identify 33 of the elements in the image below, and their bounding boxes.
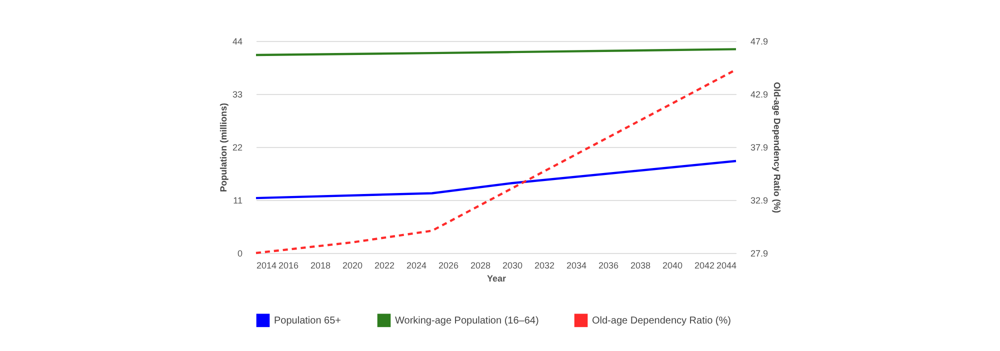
x-tick-label: 2020: [342, 260, 363, 270]
x-tick-label: 2022: [374, 260, 395, 270]
x-axis-title: Year: [486, 274, 506, 284]
legend-label: Old-age Dependency Ratio (%): [592, 315, 731, 326]
x-tick-label: 2034: [566, 260, 587, 270]
y2-tick-label: 42.9: [750, 90, 768, 100]
y-tick-label: 0: [237, 248, 242, 258]
x-tick-label: 2018: [310, 260, 331, 270]
x-tick-label: 2044: [716, 260, 736, 270]
legend-label: Population 65+: [274, 315, 342, 326]
line-series: [254, 160, 738, 200]
y-tick-label: 44: [232, 36, 242, 46]
y2-tick-label: 27.9: [750, 248, 768, 258]
x-tick-label: 2024: [406, 260, 427, 270]
x-tick-label: 2016: [278, 260, 299, 270]
y2-axis-title: Old-age Dependency Ratio (%): [772, 82, 782, 214]
y-axis-title: Population (millions): [218, 103, 228, 192]
y2-tick-label: 32.9: [750, 196, 768, 206]
y-tick-label: 33: [232, 90, 242, 100]
x-tick-label: 2030: [502, 260, 523, 270]
x-tick-label: 2014: [256, 260, 277, 270]
x-tick-label: 2042: [694, 260, 715, 270]
y-tick-label: 22: [232, 142, 242, 152]
x-tick-label: 2040: [662, 260, 683, 270]
y2-tick-label: 37.9: [750, 142, 768, 152]
x-tick-label: 2038: [630, 260, 651, 270]
y2-tick-label: 47.9: [750, 36, 768, 46]
x-tick-label: 2028: [470, 260, 491, 270]
legend-label: Working-age Population (16–64): [395, 315, 539, 326]
x-tick-label: 2026: [438, 260, 459, 270]
y-tick-label: 11: [233, 196, 242, 206]
x-tick-label: 2032: [534, 260, 555, 270]
x-tick-label: 2036: [598, 260, 619, 270]
